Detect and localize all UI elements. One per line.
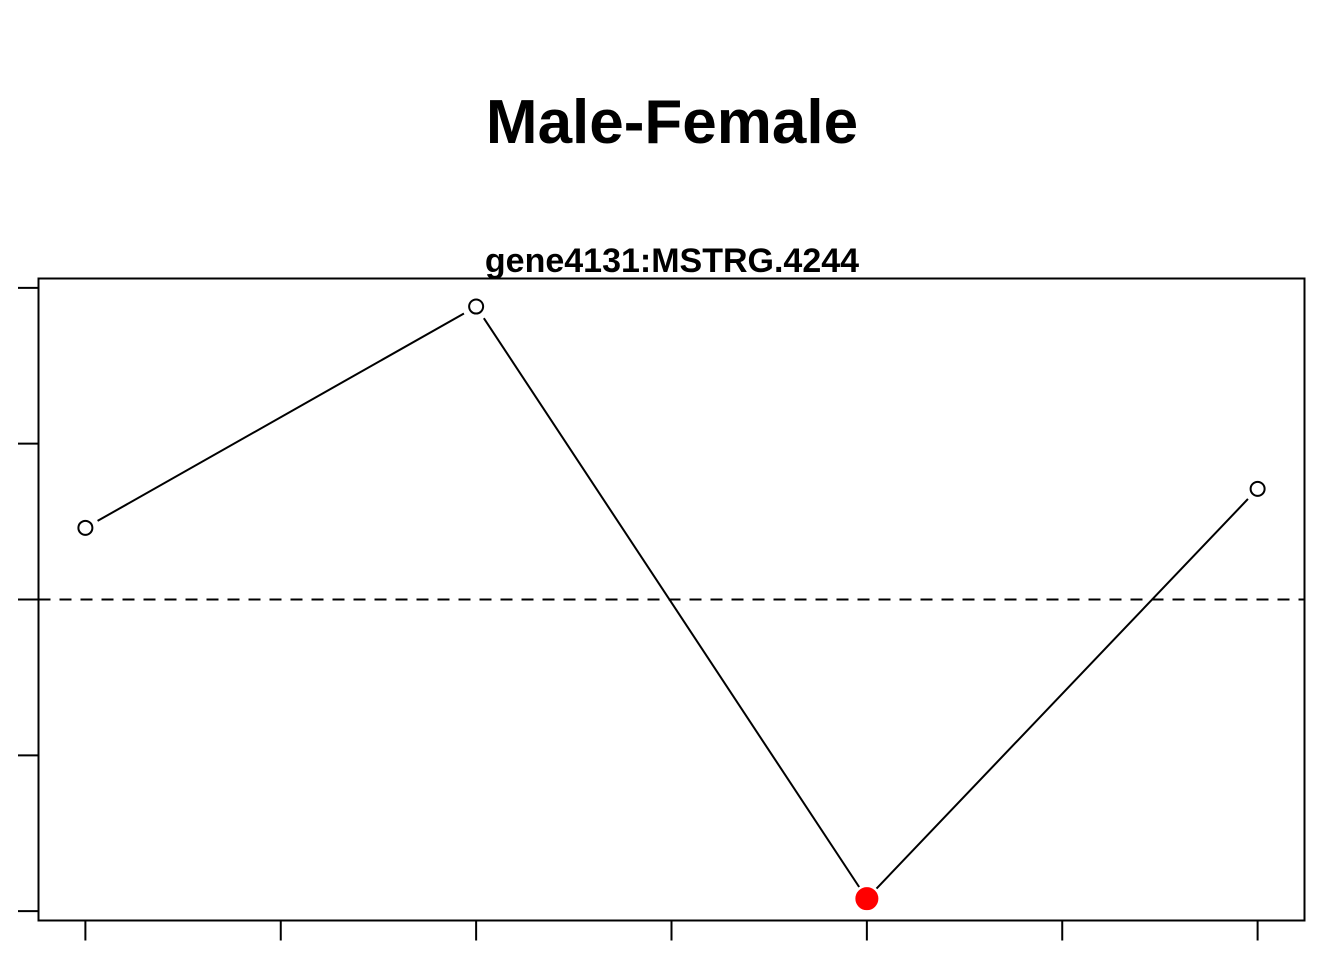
series-line-segment <box>483 317 860 888</box>
chart-subtitle: gene4131:MSTRG.4244 <box>485 242 859 280</box>
series-line-segment <box>97 312 465 522</box>
chart-title: Male-Female <box>486 88 858 157</box>
plot-layer <box>18 286 1305 941</box>
data-point-highlight <box>855 887 879 911</box>
data-point <box>77 519 94 536</box>
series-line-segment <box>875 498 1249 890</box>
data-point <box>468 298 485 315</box>
data-point <box>1249 480 1266 497</box>
